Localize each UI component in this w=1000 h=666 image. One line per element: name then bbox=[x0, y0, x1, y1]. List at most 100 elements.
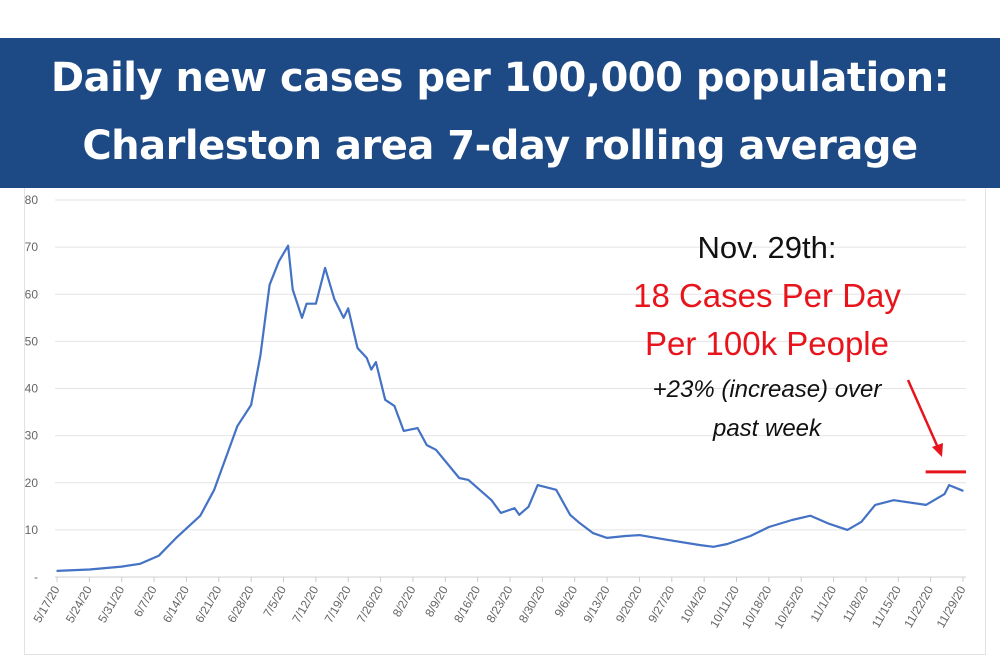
x-tick-label: 6/21/20 bbox=[192, 583, 224, 625]
data-point bbox=[213, 489, 215, 491]
annotation-note-2: past week bbox=[712, 415, 823, 442]
x-tick-label: 11/8/20 bbox=[840, 583, 872, 624]
data-point bbox=[555, 489, 558, 491]
data-point bbox=[301, 317, 303, 319]
x-tick-label: 5/24/20 bbox=[63, 583, 95, 625]
title-banner: Daily new cases per 100,000 population: … bbox=[0, 38, 1000, 188]
y-tick-label: 30 bbox=[25, 429, 39, 443]
x-tick-label: 11/22/20 bbox=[901, 583, 936, 630]
x-tick-label: 8/9/20 bbox=[422, 583, 451, 619]
data-point bbox=[370, 368, 373, 371]
y-tick-label: 50 bbox=[25, 334, 39, 348]
data-point bbox=[578, 522, 581, 524]
data-point bbox=[513, 507, 516, 509]
annotation-highlight-1: 18 Cases Per Day bbox=[633, 277, 901, 314]
data-point bbox=[199, 514, 202, 517]
data-point bbox=[518, 513, 521, 516]
data-point bbox=[569, 513, 571, 516]
data-point bbox=[490, 499, 493, 501]
x-tick-label: 6/28/20 bbox=[225, 583, 257, 625]
data-point bbox=[291, 288, 294, 291]
data-point bbox=[393, 405, 396, 407]
data-point bbox=[384, 399, 386, 401]
data-point bbox=[666, 538, 668, 541]
data-point bbox=[874, 504, 876, 506]
data-point bbox=[347, 307, 350, 310]
data-point bbox=[278, 260, 280, 263]
data-point bbox=[315, 302, 317, 305]
data-point bbox=[88, 568, 91, 571]
data-point bbox=[56, 570, 58, 572]
data-point bbox=[606, 537, 608, 539]
x-tick-label: 7/12/20 bbox=[289, 583, 321, 625]
data-point bbox=[176, 536, 178, 538]
x-tick-label: 5/31/20 bbox=[95, 583, 127, 625]
x-tick-label: 7/26/20 bbox=[354, 583, 386, 625]
data-point bbox=[416, 427, 419, 429]
x-tick-label: 11/1/20 bbox=[807, 583, 839, 624]
data-point bbox=[726, 543, 729, 545]
x-tick-label: 11/29/20 bbox=[934, 583, 969, 630]
data-point bbox=[402, 430, 405, 432]
data-point bbox=[925, 504, 927, 506]
x-tick-label: 8/23/20 bbox=[483, 583, 515, 625]
data-point bbox=[120, 565, 123, 568]
annotation: Nov. 29th: 18 Cases Per Day Per 100k Peo… bbox=[633, 230, 966, 474]
data-point bbox=[638, 534, 641, 536]
data-point bbox=[592, 532, 595, 534]
data-point bbox=[749, 535, 752, 537]
x-tick-label: 9/6/20 bbox=[552, 583, 581, 619]
x-tick-label: 6/14/20 bbox=[160, 583, 192, 625]
data-point bbox=[268, 284, 271, 286]
data-point bbox=[698, 544, 701, 546]
y-tick-label: 60 bbox=[25, 287, 39, 301]
annotation-note-1: +23% (increase) over bbox=[653, 376, 883, 403]
data-point bbox=[791, 519, 793, 521]
x-tick-label: 7/19/20 bbox=[322, 583, 354, 625]
data-point bbox=[892, 499, 895, 501]
y-tick-label: 80 bbox=[25, 193, 39, 207]
data-point bbox=[333, 298, 336, 300]
title-line-1: Daily new cases per 100,000 population: bbox=[50, 55, 950, 101]
x-tick-label: 10/4/20 bbox=[678, 583, 710, 625]
y-tick-label: - bbox=[34, 570, 38, 584]
y-tick-label: 20 bbox=[25, 476, 39, 490]
data-point bbox=[527, 505, 530, 508]
data-point bbox=[948, 484, 950, 486]
x-tick-label: 10/18/20 bbox=[739, 583, 775, 631]
y-tick-label: 70 bbox=[25, 240, 39, 254]
data-point bbox=[287, 244, 289, 247]
data-point bbox=[375, 361, 377, 363]
chart-frame bbox=[24, 188, 986, 655]
data-point bbox=[828, 522, 830, 525]
x-tick-label: 11/15/20 bbox=[869, 583, 904, 630]
x-tick-label: 8/16/20 bbox=[451, 583, 483, 625]
data-point bbox=[342, 317, 345, 319]
data-point bbox=[499, 512, 502, 514]
x-tick-label: 8/2/20 bbox=[390, 583, 419, 619]
data-point bbox=[425, 444, 428, 446]
x-tick-label: 9/13/20 bbox=[581, 583, 613, 625]
data-point bbox=[356, 347, 359, 349]
arrow-icon bbox=[906, 379, 943, 457]
x-tick-label: 6/7/20 bbox=[131, 583, 160, 619]
data-point bbox=[250, 404, 252, 406]
data-point bbox=[259, 354, 262, 357]
data-point bbox=[157, 554, 160, 557]
data-point bbox=[365, 357, 368, 359]
data-point bbox=[305, 302, 308, 305]
x-tick-label: 9/27/20 bbox=[645, 583, 677, 625]
data-point bbox=[943, 493, 946, 495]
data-point bbox=[536, 484, 539, 486]
data-point bbox=[768, 526, 770, 528]
x-tick-label: 9/20/20 bbox=[613, 583, 645, 625]
data-point bbox=[435, 448, 437, 451]
x-tick-label: 8/30/20 bbox=[516, 583, 548, 625]
data-point bbox=[860, 521, 863, 523]
x-tick-label: 5/17/20 bbox=[30, 583, 62, 625]
data-point bbox=[962, 489, 964, 492]
x-tick-label: 10/25/20 bbox=[771, 583, 807, 631]
data-point bbox=[809, 514, 812, 517]
